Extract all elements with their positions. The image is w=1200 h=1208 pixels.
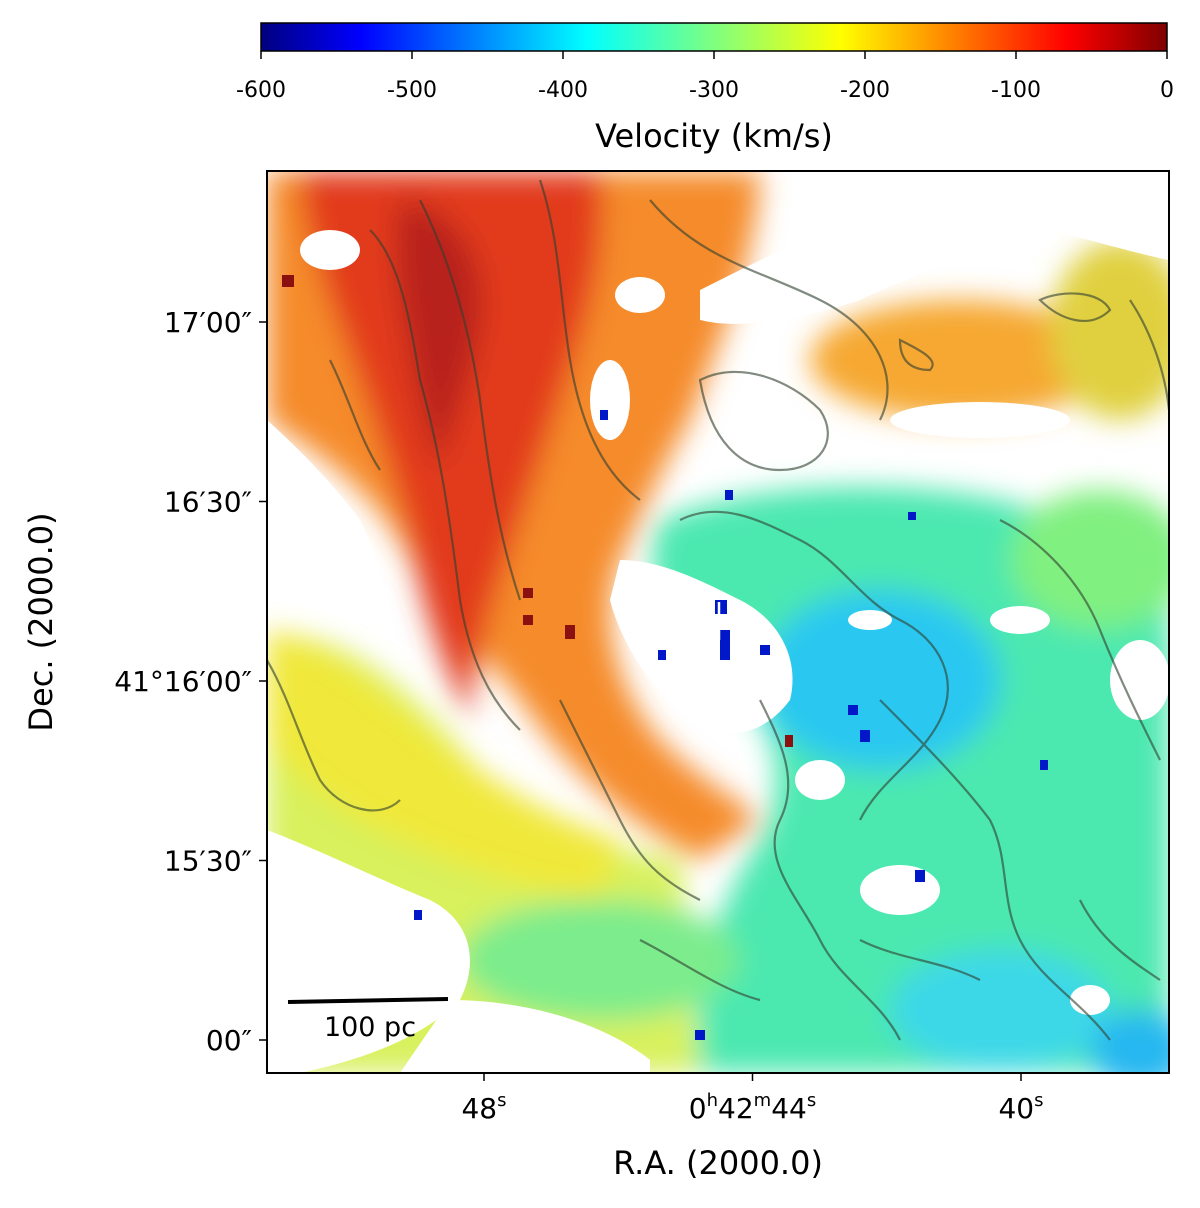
scale-bar-label: 100 pc (324, 1012, 416, 1043)
contours (267, 179, 1169, 1041)
y-tick-label: 15′30″ (164, 845, 252, 878)
colorbar-label: Velocity (km/s) (595, 117, 833, 155)
y-tick-label: 16′30″ (164, 486, 252, 519)
colorbar-tick-label: -300 (689, 78, 739, 103)
y-axis-ticks: 17′00″ 16′30″ 41°16′00″ 15′30″ 00″ (114, 306, 267, 1057)
colorbar-gradient (260, 22, 1168, 52)
velocity-map (266, 170, 1170, 1074)
colorbar-tick-label: -600 (236, 78, 286, 103)
y-tick-label: 41°16′00″ (114, 665, 252, 698)
colorbar: -600 -500 -400 -300 -200 -100 0 Velocity (km/s… (236, 22, 1174, 155)
colorbar-tick-label: 0 (1160, 78, 1174, 103)
y-tick-label: 17′00″ (164, 306, 252, 339)
x-axis-ticks: 48s 0h42m44s 40s (461, 1073, 1044, 1125)
x-axis-label: R.A. (2000.0) (613, 1144, 823, 1182)
velocity-field (267, 171, 1169, 1073)
x-tick-label: 48s (461, 1090, 506, 1125)
y-axis-label: Dec. (2000.0) (22, 512, 60, 731)
x-tick-label: 0h42m44s (689, 1090, 816, 1125)
colorbar-tick-label: -200 (840, 78, 890, 103)
y-tick-label: 00″ (206, 1024, 252, 1057)
no-data-regions (267, 171, 1169, 1073)
map-frame (266, 170, 1170, 1074)
colorbar-tick-label: -100 (991, 78, 1041, 103)
center-marker (700, 602, 738, 640)
scale-bar: 100 pc (287, 997, 449, 1043)
dark-red-pixels (282, 275, 793, 747)
x-tick-label: 40s (998, 1090, 1043, 1125)
colorbar-tick-label: -400 (538, 78, 588, 103)
colorbar-ticks: -600 -500 -400 -300 -200 -100 0 (236, 51, 1174, 103)
colorbar-tick-label: -500 (387, 78, 437, 103)
